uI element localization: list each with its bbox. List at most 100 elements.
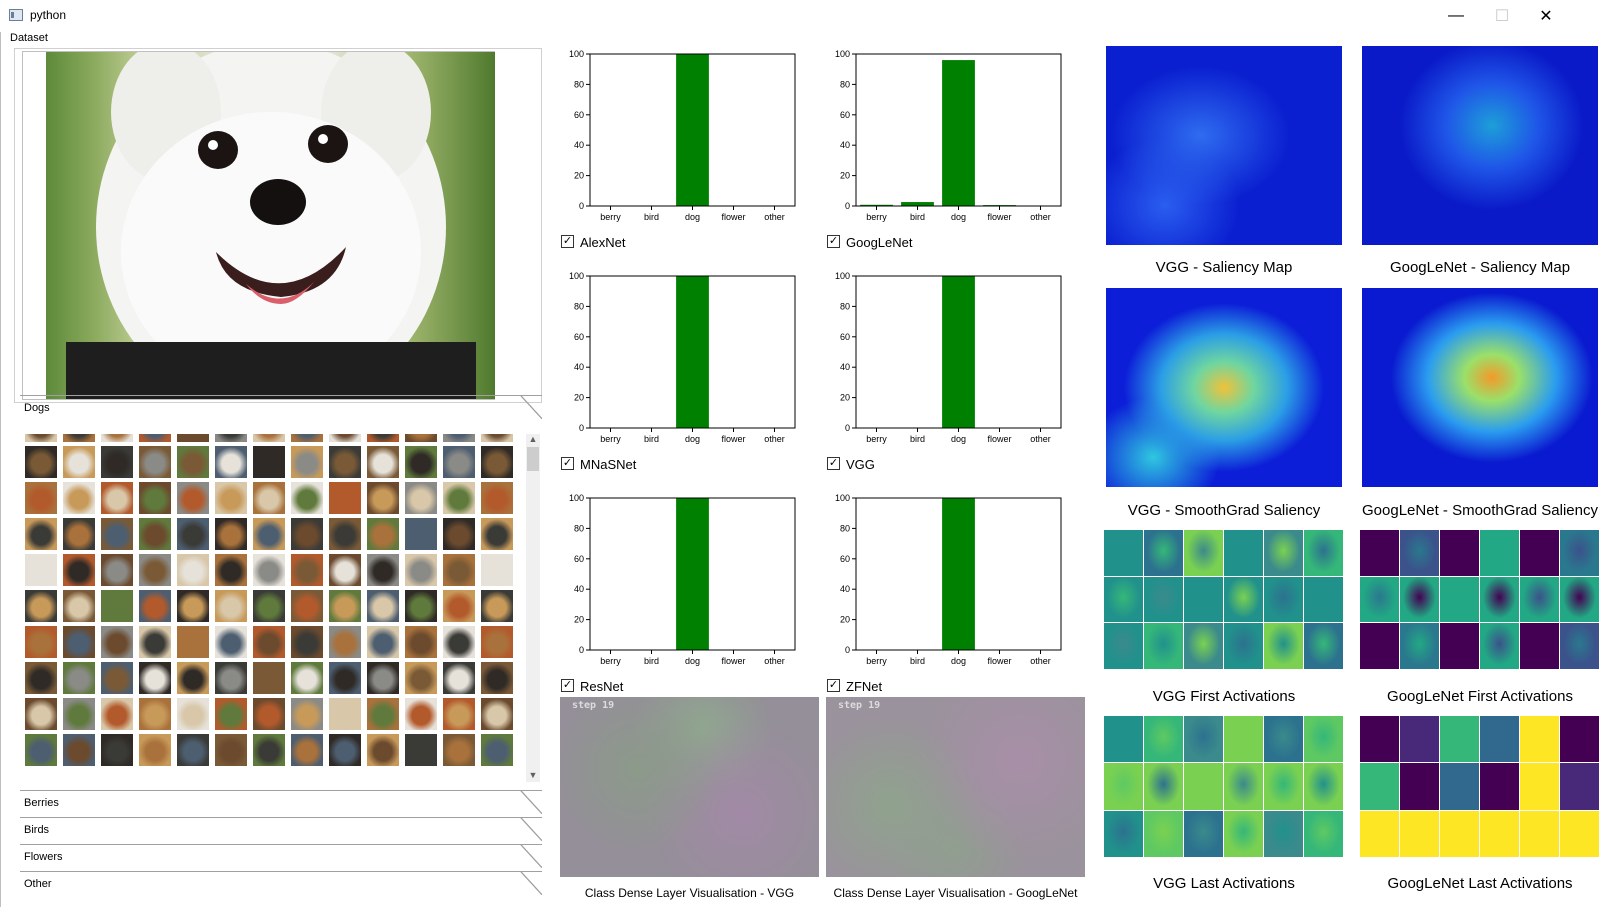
- dog-thumbnail[interactable]: [101, 518, 133, 550]
- dog-thumbnail[interactable]: [101, 626, 133, 658]
- dog-thumbnail[interactable]: [405, 626, 437, 658]
- dog-thumbnail[interactable]: [443, 662, 475, 694]
- dog-thumbnail[interactable]: [405, 590, 437, 622]
- dog-thumbnail[interactable]: [253, 482, 285, 514]
- tab-flowers[interactable]: Flowers: [20, 844, 542, 868]
- dog-thumbnail[interactable]: [481, 626, 513, 658]
- dog-thumbnail[interactable]: [139, 662, 171, 694]
- dog-thumbnail[interactable]: [291, 446, 323, 478]
- dog-thumbnail[interactable]: [25, 698, 57, 730]
- tab-birds[interactable]: Birds: [20, 817, 542, 841]
- dog-thumbnail[interactable]: [367, 518, 399, 550]
- maximize-button[interactable]: ☐: [1494, 8, 1510, 25]
- dog-thumbnail[interactable]: [177, 554, 209, 586]
- dog-thumbnail[interactable]: [253, 662, 285, 694]
- dog-thumbnail[interactable]: [63, 434, 95, 442]
- thumbnail-grid[interactable]: [22, 434, 530, 782]
- dog-thumbnail[interactable]: [101, 482, 133, 514]
- dog-thumbnail[interactable]: [405, 554, 437, 586]
- dog-thumbnail[interactable]: [329, 446, 361, 478]
- dog-thumbnail[interactable]: [481, 662, 513, 694]
- dog-thumbnail[interactable]: [177, 482, 209, 514]
- dog-thumbnail[interactable]: [443, 446, 475, 478]
- dog-thumbnail[interactable]: [139, 518, 171, 550]
- dog-thumbnail[interactable]: [367, 662, 399, 694]
- dog-thumbnail[interactable]: [215, 434, 247, 442]
- dog-thumbnail[interactable]: [481, 446, 513, 478]
- dog-thumbnail[interactable]: [329, 626, 361, 658]
- window-titlebar[interactable]: [0, 0, 1622, 32]
- dog-thumbnail[interactable]: [443, 518, 475, 550]
- dog-thumbnail[interactable]: [405, 698, 437, 730]
- scroll-down-icon[interactable]: ▼: [528, 770, 538, 780]
- dog-thumbnail[interactable]: [405, 434, 437, 442]
- dog-thumbnail[interactable]: [405, 518, 437, 550]
- dog-thumbnail[interactable]: [139, 698, 171, 730]
- dog-thumbnail[interactable]: [443, 626, 475, 658]
- dog-thumbnail[interactable]: [329, 734, 361, 766]
- dog-thumbnail[interactable]: [367, 554, 399, 586]
- dog-thumbnail[interactable]: [63, 698, 95, 730]
- dog-thumbnail[interactable]: [291, 482, 323, 514]
- dog-thumbnail[interactable]: [443, 482, 475, 514]
- dog-thumbnail[interactable]: [443, 590, 475, 622]
- dog-thumbnail[interactable]: [367, 434, 399, 442]
- dog-thumbnail[interactable]: [101, 434, 133, 442]
- dog-thumbnail[interactable]: [101, 698, 133, 730]
- dog-thumbnail[interactable]: [481, 590, 513, 622]
- dog-thumbnail[interactable]: [139, 482, 171, 514]
- minimize-button[interactable]: —: [1448, 7, 1464, 24]
- dog-thumbnail[interactable]: [405, 446, 437, 478]
- dog-thumbnail[interactable]: [481, 434, 513, 442]
- dog-thumbnail[interactable]: [329, 434, 361, 442]
- dog-thumbnail[interactable]: [25, 554, 57, 586]
- dog-thumbnail[interactable]: [443, 698, 475, 730]
- dog-thumbnail[interactable]: [291, 662, 323, 694]
- dog-thumbnail[interactable]: [177, 698, 209, 730]
- dog-thumbnail[interactable]: [253, 590, 285, 622]
- checkbox-resnet[interactable]: ✓: [561, 679, 574, 692]
- checkbox-vgg[interactable]: ✓: [827, 457, 840, 470]
- dog-thumbnail[interactable]: [25, 446, 57, 478]
- scroll-up-icon[interactable]: ▲: [528, 434, 538, 444]
- dog-thumbnail[interactable]: [63, 482, 95, 514]
- dog-thumbnail[interactable]: [481, 698, 513, 730]
- dog-thumbnail[interactable]: [139, 554, 171, 586]
- dog-thumbnail[interactable]: [215, 590, 247, 622]
- dog-thumbnail[interactable]: [25, 590, 57, 622]
- dog-thumbnail[interactable]: [329, 698, 361, 730]
- close-button[interactable]: ✕: [1539, 8, 1553, 25]
- checkbox-zfnet[interactable]: ✓: [827, 679, 840, 692]
- scrollbar-thumb[interactable]: [527, 447, 539, 471]
- checkbox-googlenet[interactable]: ✓: [827, 235, 840, 248]
- dog-thumbnail[interactable]: [101, 590, 133, 622]
- dog-thumbnail[interactable]: [177, 590, 209, 622]
- dog-thumbnail[interactable]: [405, 734, 437, 766]
- dog-thumbnail[interactable]: [481, 518, 513, 550]
- dog-thumbnail[interactable]: [215, 626, 247, 658]
- dog-thumbnail[interactable]: [63, 446, 95, 478]
- dog-thumbnail[interactable]: [443, 554, 475, 586]
- dog-thumbnail[interactable]: [443, 434, 475, 442]
- dog-thumbnail[interactable]: [253, 698, 285, 730]
- dog-thumbnail[interactable]: [253, 446, 285, 478]
- dog-thumbnail[interactable]: [177, 734, 209, 766]
- dog-thumbnail[interactable]: [367, 446, 399, 478]
- dog-thumbnail[interactable]: [215, 554, 247, 586]
- dog-thumbnail[interactable]: [215, 698, 247, 730]
- tab-other[interactable]: Other: [20, 871, 542, 895]
- dog-thumbnail[interactable]: [443, 734, 475, 766]
- dog-thumbnail[interactable]: [63, 626, 95, 658]
- dog-thumbnail[interactable]: [177, 518, 209, 550]
- dog-thumbnail[interactable]: [101, 734, 133, 766]
- dog-thumbnail[interactable]: [329, 662, 361, 694]
- tab-berries[interactable]: Berries: [20, 790, 542, 814]
- dog-thumbnail[interactable]: [481, 734, 513, 766]
- dog-thumbnail[interactable]: [291, 590, 323, 622]
- dog-thumbnail[interactable]: [101, 662, 133, 694]
- dog-thumbnail[interactable]: [405, 662, 437, 694]
- dog-thumbnail[interactable]: [63, 590, 95, 622]
- dog-thumbnail[interactable]: [215, 662, 247, 694]
- dog-thumbnail[interactable]: [367, 590, 399, 622]
- dog-thumbnail[interactable]: [25, 482, 57, 514]
